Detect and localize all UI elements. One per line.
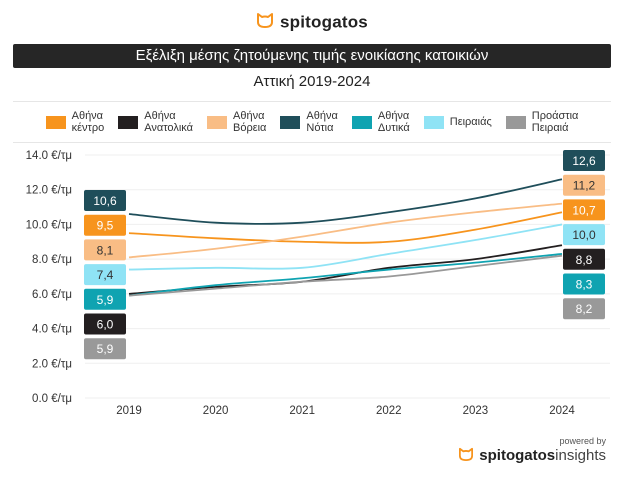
legend-swatch <box>118 115 139 129</box>
y-tick-label: 14.0 €/τμ <box>26 150 72 162</box>
y-tick-label: 0.0 €/τμ <box>32 393 72 405</box>
legend-swatch <box>505 115 526 129</box>
value-label: 10,6 <box>93 194 117 208</box>
spitogatos-logo: spitogatos <box>0 12 624 33</box>
value-label: 9,5 <box>97 219 114 233</box>
series-line <box>128 211 563 244</box>
footer-branding: powered by spitogatosinsights <box>458 436 606 465</box>
x-tick-label: 2020 <box>203 405 229 417</box>
value-label: 5,9 <box>97 342 114 356</box>
legend-item: Προάστια Πειραιά <box>505 110 579 134</box>
legend-label: Αθήνα Νότια <box>306 110 338 134</box>
legend-swatch <box>351 115 372 129</box>
legend-item: Αθήνα κέντρο <box>45 110 105 134</box>
footer-insights-text: insights <box>555 447 606 464</box>
x-tick-label: 2022 <box>376 405 402 417</box>
legend-label: Αθήνα Ανατολικά <box>144 110 193 134</box>
chart-legend: Αθήνα κέντρο Αθήνα Ανατολικά Αθήνα Βόρεια Α… <box>13 101 611 143</box>
legend-label: Αθήνα κέντρο <box>71 110 105 134</box>
y-tick-label: 6.0 €/τμ <box>32 289 72 301</box>
value-label: 5,9 <box>97 293 114 307</box>
legend-label: Πειραιάς <box>449 116 492 128</box>
chart-subtitle: Αττική 2019-2024 <box>253 73 371 90</box>
cat-logo-icon <box>256 12 274 33</box>
legend-item: Πειραιάς <box>423 115 492 129</box>
series-line <box>128 178 563 225</box>
y-tick-label: 12.0 €/τμ <box>26 185 72 197</box>
series-line <box>128 254 563 297</box>
value-label: 8,8 <box>576 253 593 267</box>
value-label: 8,1 <box>97 243 114 257</box>
value-label-box <box>84 288 126 310</box>
x-tick-label: 2019 <box>116 405 142 417</box>
value-label-box <box>563 224 605 246</box>
legend-swatch <box>280 115 301 129</box>
footer-brand-text: spitogatos <box>479 447 556 464</box>
x-tick-label: 2023 <box>463 405 489 417</box>
legend-swatch <box>45 115 66 129</box>
series-line <box>128 244 563 295</box>
legend-label: Αθήνα Βόρεια <box>233 110 267 134</box>
value-label-box <box>84 239 126 261</box>
powered-by-text: powered by <box>559 436 606 446</box>
y-tick-label: 4.0 €/τμ <box>32 324 72 336</box>
value-label-box <box>84 313 126 335</box>
value-label-box <box>84 190 126 211</box>
legend-swatch <box>423 115 444 129</box>
y-tick-label: 10.0 €/τμ <box>26 219 72 231</box>
legend-item: Αθήνα Νότια <box>280 110 338 134</box>
value-label-box <box>84 214 126 236</box>
value-label: 7,4 <box>97 268 114 282</box>
legend-label: Προάστια Πειραιά <box>531 110 579 134</box>
series-line <box>128 202 563 259</box>
x-tick-label: 2024 <box>549 405 575 417</box>
value-label-box <box>563 150 605 171</box>
value-label-box <box>563 273 605 295</box>
legend-item: Αθήνα Βόρεια <box>207 110 266 134</box>
value-label: 6,0 <box>97 318 114 332</box>
value-label: 8,2 <box>576 302 593 316</box>
value-label-box <box>563 248 605 270</box>
series-line <box>128 253 563 297</box>
legend-label: Αθήνα Δυτικά <box>377 110 410 134</box>
value-label-box <box>563 298 605 320</box>
value-label-box <box>563 174 605 196</box>
value-label: 10,7 <box>572 203 596 217</box>
chart-title: Εξέλιξη μέσης ζητούμενης τιμής ενοικίαση… <box>13 44 611 68</box>
x-tick-label: 2021 <box>289 405 315 417</box>
legend-item: Αθήνα Ανατολικά <box>118 110 193 134</box>
value-label: 12,6 <box>572 154 596 168</box>
value-label: 10,0 <box>572 228 596 242</box>
value-label-box <box>563 199 605 221</box>
value-label-box <box>84 338 126 360</box>
cat-logo-icon <box>458 447 474 465</box>
value-label: 8,3 <box>576 278 593 292</box>
value-label: 11,2 <box>573 179 596 193</box>
legend-swatch <box>207 115 227 129</box>
footer-logo: spitogatosinsights <box>458 447 606 465</box>
logo-text: spitogatos <box>280 12 368 32</box>
y-tick-label: 2.0 €/τμ <box>32 358 72 370</box>
y-tick-label: 8.0 €/τμ <box>32 254 72 266</box>
value-label-box <box>84 264 126 286</box>
series-line <box>128 223 563 271</box>
legend-item: Αθήνα Δυτικά <box>351 110 410 134</box>
